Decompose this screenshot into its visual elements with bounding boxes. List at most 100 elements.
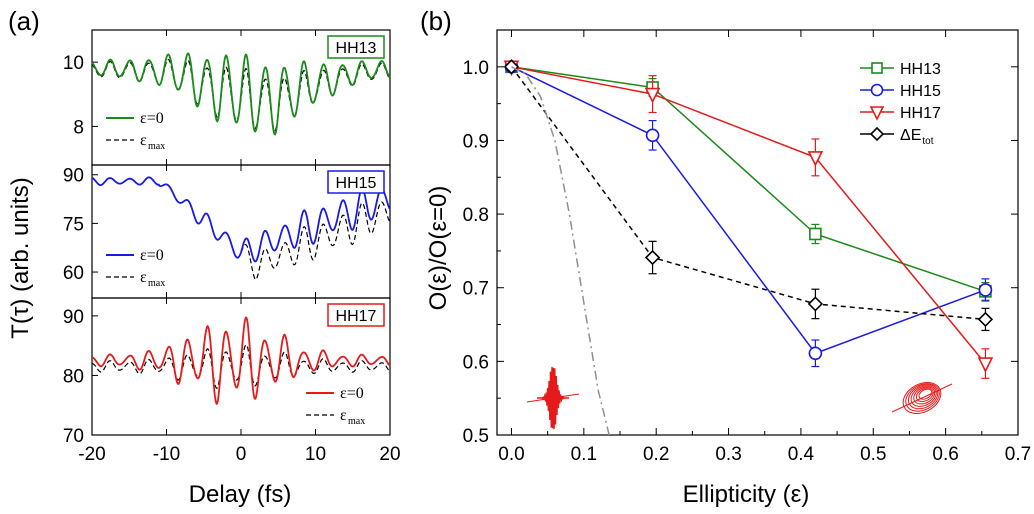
- series-line: [511, 66, 986, 293]
- legend-eps-0-label: ε=0: [340, 385, 364, 402]
- subpanel-hh17: 90 80 70 HH17 ε=0 ε max: [63, 297, 391, 447]
- ellipse-axis: [891, 383, 953, 413]
- data-point: [503, 59, 520, 75]
- x-tick-label: 20: [379, 444, 400, 465]
- series-line: [511, 66, 610, 435]
- legend-marker: [869, 126, 885, 142]
- y-tick-label: 0.7: [463, 279, 489, 300]
- data-point: [644, 87, 661, 104]
- panel-b-x-axis-label: Ellipticity (ε): [683, 481, 810, 508]
- x-tick-label: 0.7: [1005, 444, 1031, 465]
- subpanel-hh13: 10 8 HH13 ε=0 ε max: [63, 29, 391, 166]
- series-line: [510, 66, 986, 321]
- x-tick-label: 0.0: [498, 444, 524, 465]
- legend-eps-0-label: ε=0: [140, 247, 164, 264]
- series-line: [511, 66, 986, 365]
- legend-eps-max-label: ε: [140, 132, 147, 149]
- y-tick-label: 0.6: [463, 352, 489, 373]
- panel-b: O(ε)/O(ε=0) Ellipticity (ε) 0.0 0.1 0.2 0.3…: [425, 29, 1031, 508]
- y-tick-label: 10: [63, 53, 84, 74]
- y-tick-label: 70: [63, 426, 84, 447]
- legend-eps-max-label: ε: [140, 269, 147, 286]
- panel-a-label: (a): [8, 6, 40, 36]
- panel-a-x-axis-label: Delay (fs): [189, 481, 292, 508]
- y-tick-label: 1.0: [463, 58, 489, 79]
- data-point: [808, 346, 823, 361]
- pulse-wave: [537, 366, 569, 430]
- y-tick-label: 90: [63, 307, 84, 328]
- legend-eps-max-subscript: max: [148, 278, 165, 289]
- ellipse-ring: [918, 388, 933, 400]
- y-tick-label: 60: [63, 263, 84, 284]
- panel-b-plot: 0.0 0.1 0.2 0.3 0.4 0.5 0.6 0.7 0.5 0.6 0.7 0.8 0.9 1…: [463, 29, 1031, 465]
- trace-eps-0: [91, 316, 391, 406]
- legend-marker: [870, 83, 884, 97]
- series-δetot: [503, 59, 994, 332]
- linear-pulse-icon: [526, 366, 580, 430]
- harmonic-tag-box: [327, 170, 385, 194]
- data-point: [978, 283, 993, 297]
- x-tick-label: 0.3: [715, 444, 741, 465]
- ellipse-ring: [902, 381, 942, 415]
- legend-subscript: tot: [922, 136, 933, 147]
- legend-eps-max-subscript: max: [148, 141, 165, 152]
- subpanel-hh15: 90 75 60 HH15 ε=0 ε max: [63, 164, 391, 299]
- harmonic-tag-box: [327, 35, 385, 59]
- legend-eps-max-subscript: max: [348, 416, 365, 427]
- data-point: [645, 128, 660, 143]
- y-tick-label: 80: [63, 366, 84, 387]
- legend-label: HH13: [900, 61, 941, 78]
- harmonic-tag-box: [327, 303, 385, 327]
- data-point: [644, 249, 661, 266]
- legend-marker: [871, 62, 883, 74]
- y-tick-label: 0.8: [463, 205, 489, 226]
- data-point: [807, 151, 824, 167]
- panel-a: T(τ) (arb. units) Delay (fs) 10 8 HH13 ε=0 ε…: [7, 29, 401, 508]
- ellipse-ring: [905, 383, 940, 412]
- data-point: [977, 311, 994, 328]
- trace-eps-max: [91, 344, 391, 390]
- legend-eps-0-label: ε=0: [140, 110, 164, 127]
- trace-eps-0: [91, 176, 391, 263]
- x-tick-label: 0.2: [643, 444, 669, 465]
- harmonic-tag-label: HH13: [336, 40, 377, 57]
- series-reference-curve: [511, 66, 610, 435]
- ellipse-ring: [913, 386, 936, 405]
- y-tick-label: 90: [63, 166, 84, 187]
- harmonic-tag-label: HH15: [336, 175, 377, 192]
- panel-b-y-axis-label: O(ε)/O(ε=0): [425, 186, 452, 311]
- elliptical-polarization-icon: [891, 381, 953, 415]
- x-tick-label: 0.4: [788, 444, 815, 465]
- legend-label: ΔE: [900, 127, 921, 144]
- data-point: [807, 296, 824, 312]
- x-tick-label: 0.1: [571, 444, 597, 465]
- x-tick-label: 10: [305, 444, 326, 465]
- legend-marker: [869, 106, 885, 121]
- y-tick-label: 8: [73, 117, 84, 138]
- panel-a-x-ticks: -20 -10 0 10 20: [78, 444, 400, 465]
- legend-label: HH17: [900, 105, 941, 122]
- legend-label: HH15: [900, 83, 941, 100]
- panel-a-y-axis-label: T(τ) (arb. units): [7, 177, 34, 339]
- panel-b-frame: [496, 29, 1019, 436]
- data-point: [977, 357, 994, 373]
- x-tick-label: -10: [153, 444, 180, 465]
- ellipse-ring: [907, 384, 939, 410]
- y-tick-label: 0.5: [463, 426, 489, 447]
- ellipse-ring: [915, 387, 934, 403]
- trace-eps-0: [91, 52, 391, 136]
- panel-b-legend: HH13 HH15 HH17 ΔE tot: [860, 61, 941, 147]
- y-tick-label: 0.9: [463, 131, 489, 152]
- series-line: [511, 66, 986, 355]
- x-tick-label: 0.5: [860, 444, 886, 465]
- x-tick-label: 0.6: [932, 444, 958, 465]
- panel-b-label: (b): [420, 6, 452, 36]
- y-tick-label: 75: [63, 214, 84, 235]
- x-tick-label: -20: [78, 444, 105, 465]
- data-point: [809, 227, 822, 241]
- harmonic-tag-label: HH17: [336, 308, 377, 325]
- ellipse-ring: [910, 385, 937, 407]
- x-tick-label: 0: [236, 444, 247, 465]
- legend-eps-max-label: ε: [340, 407, 347, 424]
